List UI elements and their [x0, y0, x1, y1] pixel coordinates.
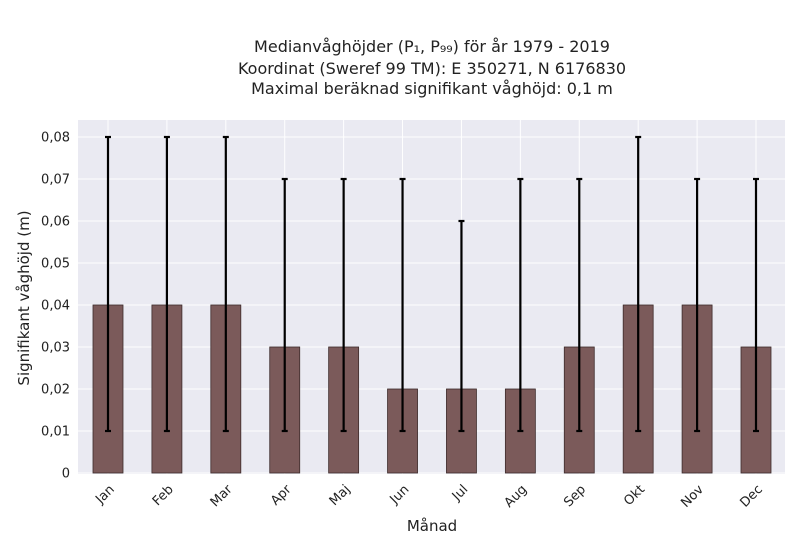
chart-title-line-2: Koordinat (Sweref 99 TM): E 350271, N 61… [238, 59, 626, 78]
error-bar [576, 177, 583, 433]
error-bar [458, 219, 465, 433]
error-bar [163, 135, 170, 433]
x-tick-label: Jan [92, 482, 117, 507]
error-bar [517, 177, 524, 433]
y-axis-tick-labels: 0 0,01 0,02 0,03 0,04 0,05 0,06 0,07 0,08 [41, 131, 70, 482]
chart-title-line-3: Maximal beräknad signifikant våghöjd: 0,… [251, 79, 613, 98]
chart-title-line-1: Medianvåghöjder (P₁, P₉₉) för år 1979 - … [254, 37, 610, 56]
x-tick-label: Nov [678, 482, 707, 511]
error-bar [753, 177, 759, 433]
error-bar [399, 177, 406, 433]
y-tick-label: 0,06 [41, 215, 70, 230]
error-bar [105, 135, 111, 433]
x-tick-label: Jun [387, 482, 413, 508]
y-tick-label: 0,08 [41, 131, 70, 146]
x-axis-label: Månad [407, 517, 457, 535]
x-tick-label: Dec [737, 482, 765, 510]
y-tick-label: 0,07 [41, 173, 70, 188]
error-bar [635, 135, 642, 433]
error-bar [340, 177, 347, 433]
y-tick-label: 0,05 [41, 257, 70, 272]
x-tick-label: Maj [327, 482, 354, 509]
x-tick-label: Mar [208, 482, 236, 510]
y-tick-label: 0,04 [41, 299, 70, 314]
x-tick-label: Feb [150, 482, 177, 509]
x-tick-label: Aug [502, 482, 531, 511]
y-tick-label: 0 [62, 467, 70, 482]
y-tick-label: 0,01 [41, 425, 70, 440]
x-tick-label: Okt [621, 482, 648, 509]
x-tick-label: Sep [561, 482, 589, 510]
y-axis-label: Signifikant våghöjd (m) [15, 210, 33, 385]
x-tick-label: Jul [449, 482, 471, 504]
error-bar [222, 135, 229, 433]
chart-title: Medianvåghöjder (P₁, P₉₉) för år 1979 - … [238, 37, 626, 98]
x-tick-label: Apr [268, 482, 295, 509]
x-axis-tick-labels: Jan Feb Mar Apr Maj Jun Jul Aug Sep Okt Nov Dec [92, 482, 765, 511]
error-bars [105, 135, 759, 433]
y-tick-label: 0,03 [41, 341, 70, 356]
error-bar [694, 177, 701, 433]
plot-area [78, 120, 785, 474]
y-tick-label: 0,02 [41, 383, 70, 398]
error-bar [281, 177, 288, 433]
